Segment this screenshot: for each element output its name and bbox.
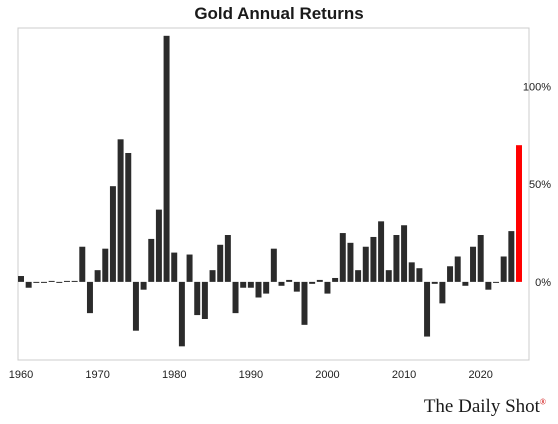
- bar-1986: [217, 244, 224, 282]
- bar-2012: [416, 268, 423, 282]
- bar-2025: [516, 145, 522, 282]
- bar-2004: [355, 270, 362, 282]
- bar-2007: [378, 221, 385, 282]
- bar-2022: [493, 281, 500, 283]
- bar-1960: [18, 276, 24, 282]
- bar-1990: [247, 281, 254, 288]
- bar-1978: [155, 209, 162, 282]
- bar-2002: [339, 233, 346, 282]
- bar-1994: [278, 281, 285, 286]
- brand-name: The Daily Shot: [423, 396, 540, 417]
- bar-1988: [232, 281, 239, 314]
- bar-2006: [370, 236, 377, 282]
- bar-2011: [408, 262, 415, 282]
- bar-1993: [270, 248, 277, 282]
- x-tick-label: 1990: [239, 369, 263, 381]
- bar-1972: [109, 186, 116, 282]
- bar-2019: [470, 246, 477, 282]
- bar-1984: [201, 281, 208, 319]
- bar-1991: [255, 281, 262, 298]
- bar-1982: [186, 254, 193, 282]
- bar-1971: [102, 248, 109, 282]
- x-tick-label: 1960: [9, 369, 33, 381]
- bar-1975: [132, 281, 139, 331]
- y-axis-ticks: 0% 50% 100%: [523, 82, 551, 289]
- bar-1970: [94, 270, 101, 282]
- x-tick-label: 1970: [85, 369, 109, 381]
- bar-1966: [63, 280, 70, 282]
- bar-1997: [301, 281, 308, 325]
- x-tick-label: 2000: [315, 369, 339, 381]
- bar-2010: [401, 225, 408, 282]
- bar-1998: [309, 281, 316, 284]
- bar-1977: [148, 238, 155, 282]
- x-axis-ticks: 1960 1970 1980 1990 2000 2010 2020: [9, 369, 493, 381]
- bar-2023: [500, 256, 507, 282]
- chart-title: Gold Annual Returns: [194, 4, 364, 23]
- bar-1981: [178, 281, 185, 347]
- bar-1989: [240, 281, 247, 288]
- bar-2020: [477, 235, 484, 282]
- bar-2005: [362, 246, 369, 282]
- bar-2008: [385, 270, 392, 282]
- bar-1999: [316, 279, 323, 282]
- bar-2024: [508, 231, 515, 282]
- bar-1976: [140, 281, 147, 290]
- bar-1996: [293, 281, 300, 292]
- bar-2018: [462, 281, 469, 286]
- bar-2021: [485, 281, 492, 290]
- bar-2015: [439, 281, 446, 304]
- brand-logo: The Daily Shot®: [424, 396, 546, 418]
- bar-2016: [447, 266, 454, 282]
- bar-1961: [25, 281, 32, 288]
- bar-2017: [454, 256, 461, 282]
- bar-1969: [86, 281, 93, 314]
- bar-2009: [393, 235, 400, 282]
- brand-registered-mark: ®: [539, 397, 546, 407]
- bar-1967: [71, 280, 78, 282]
- bar-1983: [194, 281, 201, 316]
- bar-1965: [56, 281, 63, 283]
- bar-1992: [263, 281, 270, 294]
- x-tick-label: 2010: [392, 369, 416, 381]
- bar-2013: [424, 281, 431, 337]
- bar-1979: [163, 35, 170, 282]
- bar-2014: [431, 281, 438, 284]
- plot-frame: [17, 27, 530, 361]
- y-tick-label: 0%: [535, 277, 551, 289]
- bar-1974: [125, 152, 132, 282]
- bars-group: [18, 35, 522, 347]
- bar-2000: [324, 281, 331, 294]
- x-tick-label: 2020: [468, 369, 492, 381]
- y-tick-label: 50%: [529, 179, 551, 191]
- bar-1985: [209, 270, 216, 282]
- bar-1980: [171, 252, 178, 282]
- bar-1964: [48, 280, 55, 282]
- bar-1963: [41, 281, 47, 283]
- bar-1962: [33, 281, 40, 283]
- bar-1987: [224, 235, 231, 282]
- bar-1973: [117, 139, 124, 282]
- bar-1995: [286, 279, 293, 282]
- bar-2003: [347, 242, 354, 282]
- bar-1968: [79, 246, 86, 282]
- bar-2001: [332, 277, 339, 282]
- x-tick-label: 1980: [162, 369, 186, 381]
- y-tick-label: 100%: [523, 82, 551, 94]
